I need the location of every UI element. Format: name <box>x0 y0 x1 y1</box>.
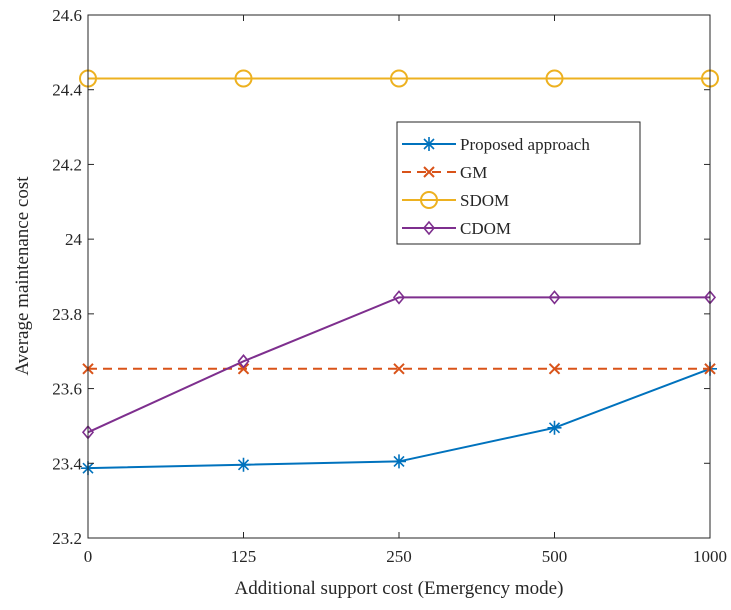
data-point-sdom <box>545 69 564 88</box>
x-tick-label: 0 <box>84 547 93 566</box>
data-point-gm <box>393 363 405 375</box>
legend-item-cdom: CDOM <box>402 219 511 238</box>
data-point-gm <box>548 363 561 375</box>
legend-item-proposed-approach: Proposed approach <box>402 135 590 154</box>
x-tick-label: 125 <box>231 547 257 566</box>
x-tick-label: 250 <box>386 547 412 566</box>
legend-label: SDOM <box>460 191 509 210</box>
plot-area <box>88 15 710 538</box>
y-tick-label: 23.4 <box>52 454 82 473</box>
legend-marker <box>422 220 436 236</box>
y-tick-label: 23.6 <box>52 380 82 399</box>
data-point-cdom <box>237 354 250 369</box>
data-point-proposed-approach <box>547 420 562 435</box>
series-line-cdom <box>87 296 710 434</box>
legend-items: Proposed approach GM SDOM CDOM <box>402 135 590 238</box>
y-tick-label: 23.2 <box>52 529 82 548</box>
data-point-cdom <box>548 290 561 305</box>
legend-box <box>396 121 641 245</box>
y-tick-label: 23.8 <box>52 305 82 324</box>
legend-label: Proposed approach <box>460 135 590 154</box>
data-point-cdom <box>392 290 406 305</box>
y-tick-label: 24.2 <box>52 155 82 174</box>
ticks-layer: 0 125 250 500 1000 23.2 23.4 23.6 23.8 24 24.2 24.4… <box>52 6 727 566</box>
y-tick-label: 24 <box>65 230 83 249</box>
data-point-proposed-approach <box>236 457 251 472</box>
legend: Proposed approach GM SDOM CDOM <box>396 121 641 245</box>
legend-label: CDOM <box>460 219 511 238</box>
y-tick-label: 24.6 <box>52 6 82 25</box>
data-point-sdom <box>234 69 253 88</box>
x-axis-title: Additional support cost (Emergency mode) <box>235 578 564 599</box>
data-point-proposed-approach <box>392 454 406 469</box>
data-point-gm <box>237 363 250 375</box>
legend-marker <box>423 166 435 178</box>
data-point-sdom <box>390 69 408 88</box>
x-tick-label: 1000 <box>693 547 727 566</box>
legend-marker <box>422 137 436 151</box>
legend-label: GM <box>460 163 487 182</box>
legend-item-gm: GM <box>402 163 487 182</box>
legend-marker <box>420 191 438 209</box>
x-tick-label: 500 <box>542 547 568 566</box>
y-axis-title: Average maintenance cost <box>12 176 33 376</box>
legend-item-sdom: SDOM <box>402 191 509 210</box>
y-tick-label: 24.4 <box>52 81 82 100</box>
